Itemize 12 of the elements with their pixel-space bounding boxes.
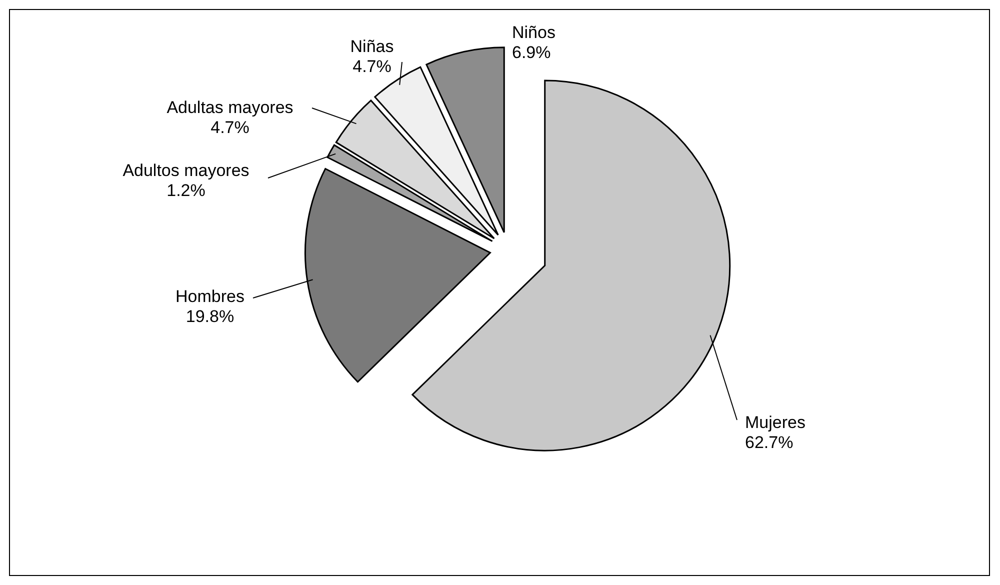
slice-label: Hombres [176, 287, 244, 306]
data-label: 1.2% [166, 181, 206, 200]
slice-label: Niñas [350, 37, 394, 56]
data-label: 4.7% [210, 118, 250, 137]
data-label: 4.7% [352, 57, 392, 76]
slice-label: Adultas mayores [166, 98, 294, 117]
slice-label: Adultos mayores [122, 161, 250, 180]
data-label: 19.8% [186, 307, 234, 326]
data-label: 62.7% [745, 433, 794, 452]
slice-label: Niños [512, 23, 556, 42]
slice-label: Mujeres [745, 413, 806, 432]
data-label: 6.9% [512, 43, 551, 62]
